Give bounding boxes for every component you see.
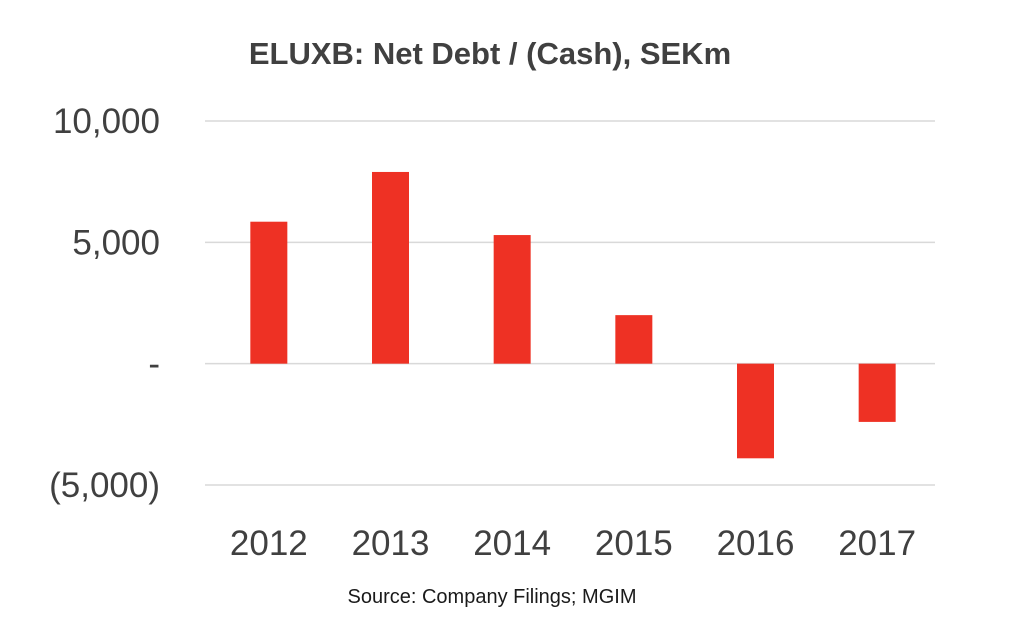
x-tick-label: 2017 xyxy=(838,524,916,563)
x-tick-label: 2012 xyxy=(230,524,308,563)
x-tick-label: 2013 xyxy=(352,524,430,563)
bar-2015 xyxy=(615,315,653,364)
bar-2014 xyxy=(493,235,531,364)
x-tick-label: 2015 xyxy=(595,524,673,563)
y-tick-label: - xyxy=(148,345,160,384)
x-tick-label: 2014 xyxy=(473,524,551,563)
y-tick-label: 10,000 xyxy=(53,102,160,141)
x-tick-label: 2016 xyxy=(717,524,795,563)
bar-2016 xyxy=(737,363,774,459)
chart-source-wrap: Source: Company Filings; MGIM xyxy=(0,586,1024,609)
chart-source: Source: Company Filings; MGIM xyxy=(347,586,637,608)
bar-2012 xyxy=(250,221,288,364)
y-tick-label: 5,000 xyxy=(72,223,160,262)
chart-title: ELUXB: Net Debt / (Cash), SEKm xyxy=(248,36,732,71)
y-tick-label: (5,000) xyxy=(49,466,160,505)
bar-2013 xyxy=(372,171,409,364)
chart-title-wrap: ELUXB: Net Debt / (Cash), SEKm xyxy=(0,36,1024,72)
bar-2017 xyxy=(858,363,896,422)
